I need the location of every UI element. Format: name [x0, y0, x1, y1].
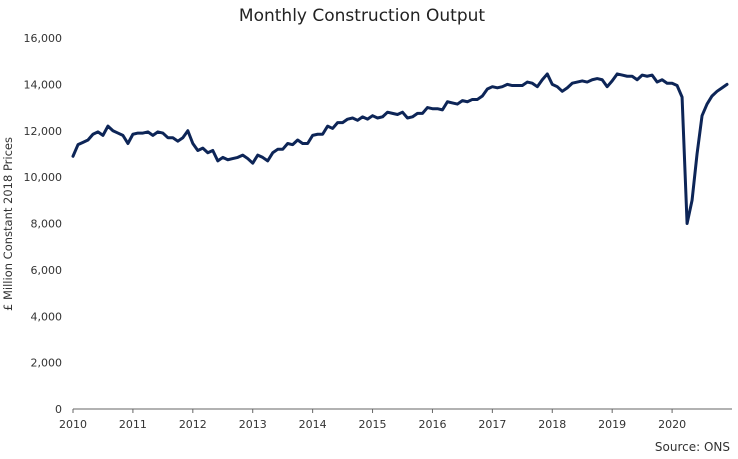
- y-axis-label: £ Million Constant 2018 Prices: [1, 137, 15, 311]
- source-note: Source: ONS: [655, 440, 730, 454]
- series-line: [71, 72, 729, 225]
- y-tick-label: 4,000: [31, 310, 63, 323]
- y-tick-label: 12,000: [24, 125, 63, 138]
- x-tick-label: 2020: [658, 418, 686, 431]
- x-axis-tick-labels: 2010 2011 2012 2013 2014 2015 2016 2017 2018 2019…: [59, 418, 686, 431]
- x-tick-label: 2015: [359, 418, 387, 431]
- x-tick-label: 2017: [478, 418, 506, 431]
- y-tick-label: 0: [55, 403, 62, 416]
- y-tick-label: 2,000: [31, 357, 63, 370]
- x-tick-label: 2016: [418, 418, 446, 431]
- x-tick-label: 2019: [598, 418, 626, 431]
- x-tick-label: 2012: [179, 418, 207, 431]
- chart-title: Monthly Construction Output: [239, 6, 486, 26]
- x-tick-label: 2011: [119, 418, 147, 431]
- y-tick-label: 16,000: [24, 32, 63, 45]
- x-tick-label: 2010: [59, 418, 87, 431]
- x-tick-label: 2014: [299, 418, 327, 431]
- series-layer: [71, 72, 729, 225]
- y-axis-tick-labels: 0 2,000 4,000 6,000 8,000 10,000 12,000 14,000 1…: [24, 32, 63, 416]
- x-tick-label: 2013: [239, 418, 267, 431]
- x-tick-label: 2018: [538, 418, 566, 431]
- y-tick-label: 6,000: [31, 264, 63, 277]
- y-tick-label: 8,000: [31, 218, 63, 231]
- x-axis-tick-marks: [72, 409, 673, 413]
- y-tick-label: 14,000: [24, 78, 63, 91]
- y-tick-label: 10,000: [24, 171, 63, 184]
